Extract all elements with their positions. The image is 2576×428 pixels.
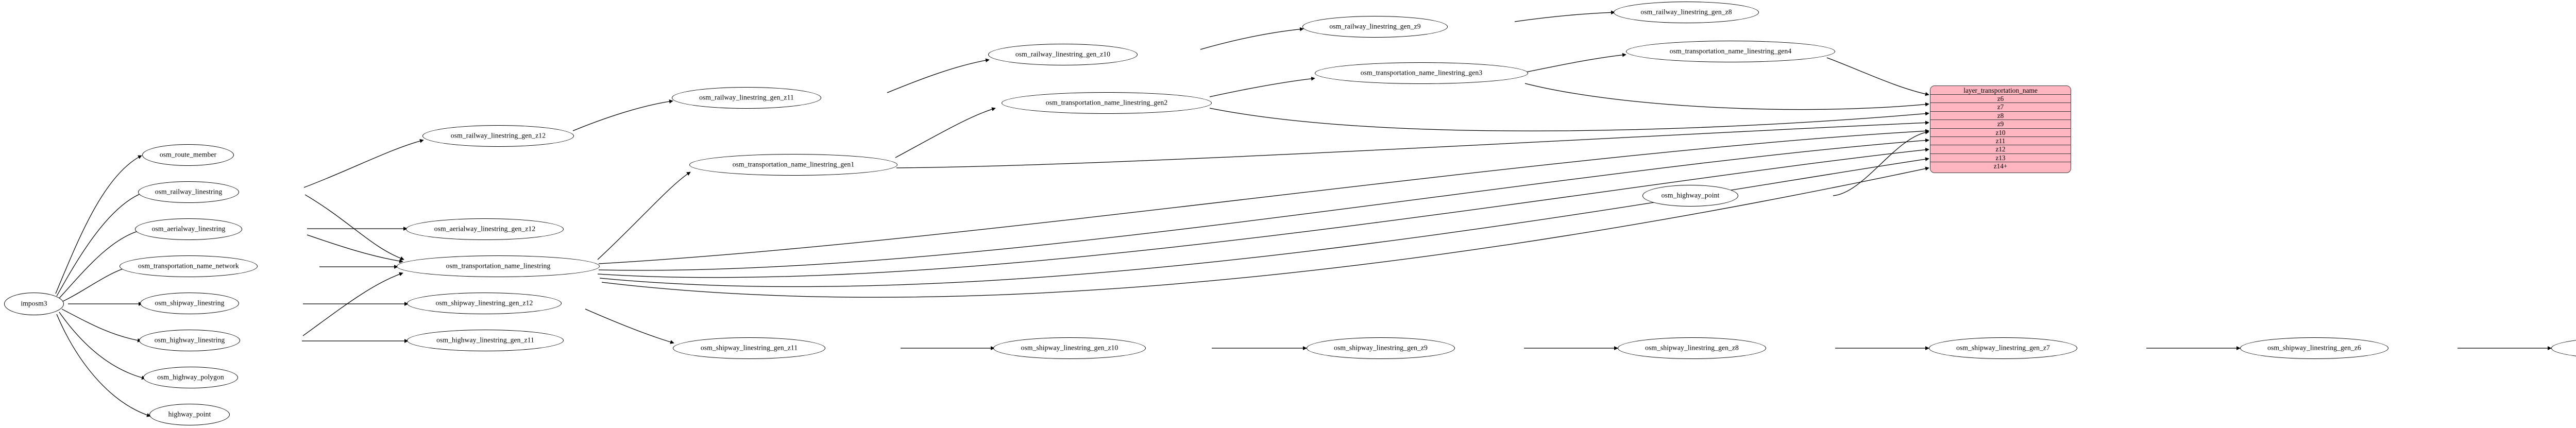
node-label: osm_highway_polygon bbox=[157, 373, 224, 381]
node-label: osm_shipway_linestring_gen_z8 bbox=[1645, 344, 1739, 352]
node-label: osm_highway_linestring bbox=[154, 336, 225, 344]
node-highway-point[interactable]: highway_point bbox=[149, 404, 230, 425]
node-label: osm_route_member bbox=[159, 150, 217, 159]
node-label: osm_transportation_name_linestring_gen2 bbox=[1045, 98, 1168, 107]
node-label: osm_railway_linestring_gen_z12 bbox=[450, 131, 546, 140]
node-osm-railway-linestring-gen-z10[interactable]: osm_railway_linestring_gen_z10 bbox=[988, 44, 1138, 65]
node-label: osm_aerialway_linestring bbox=[151, 225, 226, 233]
node-osm-shipway-linestring-gen-z8[interactable]: osm_shipway_linestring_gen_z8 bbox=[1618, 337, 1766, 359]
node-osm-transportation-name-linestring-gen3[interactable]: osm_transportation_name_linestring_gen3 bbox=[1315, 62, 1528, 84]
node-osm-railway-linestring[interactable]: osm_railway_linestring bbox=[138, 181, 239, 203]
node-osm-transportation-name-network[interactable]: osm_transportation_name_network bbox=[120, 255, 258, 277]
table-row-z14plus[interactable]: z14+ bbox=[1930, 162, 2071, 171]
node-osm-railway-linestring-gen-z12[interactable]: osm_railway_linestring_gen_z12 bbox=[422, 125, 574, 147]
node-osm-transportation-name-linestring-gen4[interactable]: osm_transportation_name_linestring_gen4 bbox=[1626, 41, 1835, 62]
table-row-z6[interactable]: z6 bbox=[1930, 95, 2071, 104]
table-row-z12[interactable]: z12 bbox=[1930, 145, 2071, 154]
node-osm-shipway-linestring-gen-z11[interactable]: osm_shipway_linestring_gen_z11 bbox=[673, 337, 825, 359]
node-osm-shipway-linestring-gen-z5[interactable]: osm_shipway_linestring_gen_z5 bbox=[2551, 337, 2576, 359]
node-label: highway_point bbox=[168, 410, 211, 418]
node-osm-highway-linestring[interactable]: osm_highway_linestring bbox=[139, 330, 240, 351]
node-osm-aerialway-linestring[interactable]: osm_aerialway_linestring bbox=[135, 218, 242, 240]
node-label: osm_shipway_linestring_gen_z12 bbox=[435, 299, 533, 307]
node-label: osm_transportation_name_network bbox=[138, 262, 239, 270]
node-osm-shipway-linestring-gen-z10[interactable]: osm_shipway_linestring_gen_z10 bbox=[993, 337, 1146, 359]
node-osm-shipway-linestring-gen-z9[interactable]: osm_shipway_linestring_gen_z9 bbox=[1307, 337, 1455, 359]
node-osm-shipway-linestring[interactable]: osm_shipway_linestring bbox=[140, 293, 239, 314]
table-row-z10[interactable]: z10 bbox=[1930, 128, 2071, 137]
table-row-z9[interactable]: z9 bbox=[1930, 120, 2071, 129]
table-title: layer_transportation_name bbox=[1930, 86, 2071, 95]
table-row-z7[interactable]: z7 bbox=[1930, 103, 2071, 112]
node-osm-transportation-name-linestring-gen1[interactable]: osm_transportation_name_linestring_gen1 bbox=[689, 154, 897, 176]
node-osm-route-member[interactable]: osm_route_member bbox=[142, 144, 234, 166]
node-label: osm_shipway_linestring_gen_z7 bbox=[1956, 344, 2050, 352]
node-osm-railway-linestring-gen-z8[interactable]: osm_railway_linestring_gen_z8 bbox=[1614, 2, 1759, 23]
node-label: osm_railway_linestring_gen_z8 bbox=[1640, 8, 1732, 16]
node-label: osm_shipway_linestring_gen_z9 bbox=[1334, 344, 1428, 352]
node-label: osm_railway_linestring_gen_z11 bbox=[699, 93, 794, 101]
table-row-z11[interactable]: z11 bbox=[1930, 136, 2071, 146]
node-osm-railway-linestring-gen-z11[interactable]: osm_railway_linestring_gen_z11 bbox=[672, 87, 821, 109]
node-label: osm_transportation_name_linestring_gen4 bbox=[1669, 47, 1792, 55]
node-label: osm_railway_linestring bbox=[155, 187, 223, 196]
node-label: osm_aerialway_linestring_gen_z12 bbox=[434, 225, 536, 233]
node-osm-aerialway-linestring-gen-z12[interactable]: osm_aerialway_linestring_gen_z12 bbox=[406, 218, 564, 240]
node-label: osm_highway_point bbox=[1661, 191, 1720, 199]
node-label: osm_railway_linestring_gen_z9 bbox=[1329, 22, 1421, 30]
node-label: osm_railway_linestring_gen_z10 bbox=[1015, 50, 1111, 58]
node-osm-highway-point[interactable]: osm_highway_point bbox=[1642, 185, 1738, 207]
node-osm-shipway-linestring-gen-z6[interactable]: osm_shipway_linestring_gen_z6 bbox=[2240, 337, 2388, 359]
node-label: osm_shipway_linestring bbox=[155, 299, 225, 307]
node-osm-highway-polygon[interactable]: osm_highway_polygon bbox=[143, 367, 238, 388]
node-label: osm_transportation_name_linestring bbox=[446, 262, 551, 270]
node-label: osm_transportation_name_linestring_gen1 bbox=[732, 160, 855, 168]
node-osm-highway-linestring-gen-z11[interactable]: osm_highway_linestring_gen_z11 bbox=[407, 330, 564, 351]
layer-transportation-name-table[interactable]: layer_transportation_name z6 z7 z8 z9 z1… bbox=[1930, 85, 2071, 173]
table-row-z13[interactable]: z13 bbox=[1930, 153, 2071, 163]
node-label: imposm3 bbox=[21, 299, 47, 307]
node-imposm3[interactable]: imposm3 bbox=[4, 293, 64, 315]
node-label: osm_shipway_linestring_gen_z11 bbox=[700, 344, 798, 352]
node-osm-shipway-linestring-gen-z7[interactable]: osm_shipway_linestring_gen_z7 bbox=[1929, 337, 2077, 359]
node-label: osm_highway_linestring_gen_z11 bbox=[436, 336, 534, 344]
node-label: osm_shipway_linestring_gen_z10 bbox=[1021, 344, 1118, 352]
node-osm-railway-linestring-gen-z9[interactable]: osm_railway_linestring_gen_z9 bbox=[1302, 16, 1448, 38]
node-label: osm_shipway_linestring_gen_z6 bbox=[2267, 344, 2361, 352]
node-osm-transportation-name-linestring[interactable]: osm_transportation_name_linestring bbox=[397, 255, 600, 277]
node-label: osm_transportation_name_linestring_gen3 bbox=[1360, 69, 1483, 77]
node-osm-transportation-name-linestring-gen2[interactable]: osm_transportation_name_linestring_gen2 bbox=[1002, 92, 1212, 114]
table-row-z8[interactable]: z8 bbox=[1930, 111, 2071, 121]
node-osm-shipway-linestring-gen-z12[interactable]: osm_shipway_linestring_gen_z12 bbox=[407, 293, 562, 314]
